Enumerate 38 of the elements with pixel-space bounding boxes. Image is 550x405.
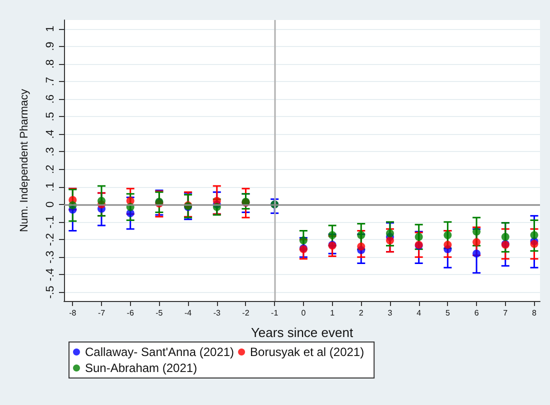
y-axis-title: Num. Independent Pharmacy: [18, 88, 30, 232]
legend-label: Sun-Abraham (2021): [85, 361, 198, 375]
x-tick-label: -4: [184, 308, 192, 318]
x-tick-label: 5: [445, 308, 450, 318]
x-tick-label: -8: [69, 308, 77, 318]
legend-label: Callaway- Sant'Anna (2021): [85, 345, 234, 359]
x-tick-label: 3: [388, 308, 393, 318]
x-tick-label: 4: [416, 308, 422, 318]
x-tick-label: -7: [98, 308, 106, 318]
x-tick-label: -1: [271, 308, 279, 318]
y-tick-label: -.5: [44, 286, 56, 299]
x-tick-label: 8: [532, 308, 538, 318]
x-tick-label: 2: [358, 308, 364, 318]
y-tick-label: .4: [44, 130, 56, 139]
y-tick-label: -.3: [44, 250, 56, 264]
x-tick-label: -2: [242, 308, 250, 318]
y-tick-label: -.1: [44, 216, 56, 228]
x-tick-label: 1: [330, 308, 336, 318]
x-tick-label: -6: [126, 308, 134, 318]
y-tick-label: .8: [44, 59, 56, 68]
y-tick-label: 0: [44, 201, 56, 208]
y-tick-label: .1: [44, 182, 56, 192]
y-tick-label: .6: [44, 94, 56, 104]
x-axis-title: Years since event: [250, 325, 354, 340]
x-tick-label: 6: [474, 308, 480, 318]
y-tick-label: .5: [44, 112, 56, 122]
y-tick-label: 1: [44, 26, 56, 32]
x-tick-label: -5: [156, 308, 164, 318]
y-tick-label: -.2: [44, 233, 56, 246]
y-tick-label: -.4: [44, 268, 56, 282]
y-tick-label: .2: [44, 164, 56, 174]
legend-label: Borusyak et al (2021): [250, 345, 364, 359]
x-tick-label: -3: [213, 308, 221, 318]
x-tick-label: 0: [301, 308, 306, 318]
x-tick-label: 7: [503, 308, 508, 318]
y-tick-label: .9: [44, 42, 56, 51]
y-tick-label: .7: [44, 76, 56, 86]
y-tick-label: .3: [44, 147, 56, 156]
